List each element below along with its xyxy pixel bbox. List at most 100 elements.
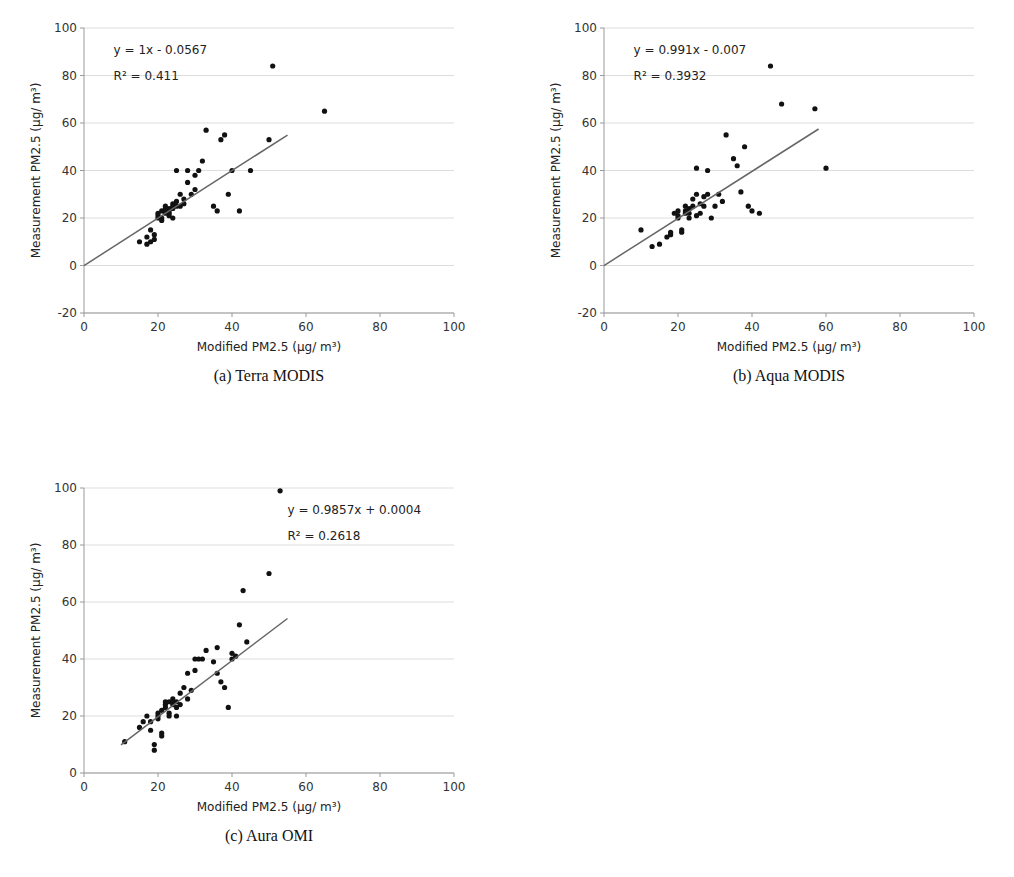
scatter-point	[204, 648, 209, 653]
x-tick	[158, 773, 159, 777]
panel-caption: (a) Terra MODIS	[214, 367, 325, 385]
scatter-point	[144, 234, 149, 239]
scatter-point	[174, 713, 179, 718]
x-tick	[826, 313, 827, 317]
y-tick-label: 0	[69, 766, 77, 780]
equation-annotation: y = 1x - 0.0567	[114, 43, 207, 57]
scatter-point	[266, 137, 271, 142]
x-axis-line	[84, 773, 454, 774]
y-tick-label: 60	[582, 116, 597, 130]
x-tick-label: 20	[150, 780, 165, 794]
x-axis-label: Modified PM2.5 (μg/ m³)	[717, 340, 861, 354]
x-tick	[678, 313, 679, 317]
y-tick-label: -20	[57, 306, 77, 320]
x-tick	[306, 313, 307, 317]
equation-annotation: y = 0.9857x + 0.0004	[288, 503, 422, 517]
x-tick	[454, 313, 455, 317]
scatter-point	[687, 215, 692, 220]
x-tick	[380, 773, 381, 777]
scatter-point	[694, 166, 699, 171]
x-tick-label: 80	[372, 320, 387, 334]
y-tick	[80, 265, 84, 266]
y-tick	[80, 602, 84, 603]
scatter-point	[152, 742, 157, 747]
regression-line	[121, 618, 288, 744]
panel-caption: (b) Aqua MODIS	[733, 367, 845, 385]
y-tick	[80, 313, 84, 314]
x-tick-label: 40	[224, 780, 239, 794]
y-tick-label: 60	[62, 116, 77, 130]
scatter-point	[185, 168, 190, 173]
x-tick-label: 40	[744, 320, 759, 334]
scatter-point	[270, 63, 275, 68]
scatter-point	[244, 639, 249, 644]
x-tick	[900, 313, 901, 317]
scatter-point	[152, 237, 157, 242]
x-tick	[752, 313, 753, 317]
grid-line	[84, 218, 454, 219]
y-tick-label: 20	[62, 709, 77, 723]
grid-line	[84, 716, 454, 717]
scatter-point	[226, 705, 231, 710]
regression-line	[604, 129, 819, 266]
grid-line	[604, 218, 974, 219]
scatter-point	[278, 488, 283, 493]
scatter-point	[812, 106, 817, 111]
y-axis-label: Measurement PM2.5 (μg/ m³)	[549, 83, 563, 259]
grid-line	[84, 28, 454, 29]
grid-line	[84, 545, 454, 546]
x-tick-label: 40	[224, 320, 239, 334]
y-axis-label: Measurement PM2.5 (μg/ m³)	[29, 543, 43, 719]
scatter-point	[218, 137, 223, 142]
y-tick-label: 20	[62, 211, 77, 225]
x-tick-label: 60	[818, 320, 833, 334]
panel: -20020406080100020406080100y = 1x - 0.05…	[29, 21, 465, 385]
scatter-point	[174, 199, 179, 204]
grid-line	[604, 123, 974, 124]
scatter-point	[159, 733, 164, 738]
x-tick	[380, 313, 381, 317]
x-tick	[974, 313, 975, 317]
scatter-point	[757, 211, 762, 216]
grid-line	[84, 659, 454, 660]
x-tick	[604, 313, 605, 317]
x-tick-label: 0	[600, 320, 608, 334]
grid-line	[84, 602, 454, 603]
y-tick-label: 0	[589, 259, 597, 273]
scatter-point	[638, 227, 643, 232]
scatter-point	[215, 208, 220, 213]
y-tick	[600, 265, 604, 266]
scatter-point	[768, 63, 773, 68]
scatter-point	[170, 215, 175, 220]
panel-caption: (c) Aura OMI	[225, 827, 313, 845]
scatter-point	[152, 232, 157, 237]
y-tick	[80, 170, 84, 171]
y-tick	[80, 218, 84, 219]
y-tick	[600, 170, 604, 171]
scatter-point	[241, 588, 246, 593]
scatter-point	[222, 132, 227, 137]
scatter-point	[200, 656, 205, 661]
scatter-point	[698, 211, 703, 216]
x-tick-label: 100	[443, 320, 466, 334]
grid-line	[84, 123, 454, 124]
x-tick	[232, 313, 233, 317]
scatter-point	[650, 244, 655, 249]
grid-line	[604, 265, 974, 266]
scatter-point	[738, 189, 743, 194]
y-tick-label: 40	[582, 164, 597, 178]
chart-canvas: -20 0 20 40 60 80 100 0 20 40 60 80 100 y = 1x - 0.05…	[0, 0, 1014, 877]
grid-line	[604, 28, 974, 29]
scatter-point	[709, 215, 714, 220]
y-tick	[600, 313, 604, 314]
y-tick-label: 100	[574, 21, 597, 35]
x-tick-label: 60	[298, 780, 313, 794]
y-tick-label: 80	[62, 69, 77, 83]
scatter-point	[266, 571, 271, 576]
scatter-point	[181, 685, 186, 690]
y-axis-line	[604, 28, 605, 313]
y-tick-label: 20	[582, 211, 597, 225]
y-tick-label: 40	[62, 164, 77, 178]
scatter-point	[215, 645, 220, 650]
x-tick	[306, 773, 307, 777]
